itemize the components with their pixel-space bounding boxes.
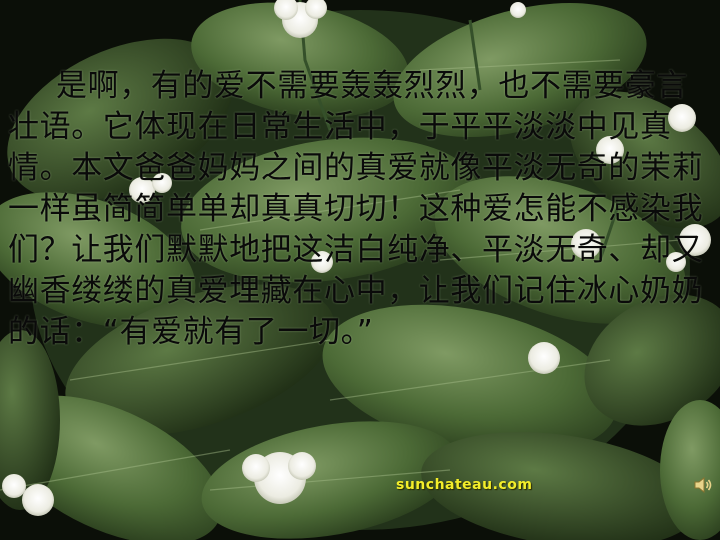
jasmine-flowers bbox=[2, 0, 711, 516]
slide-body-text: 是啊，有的爱不需要轰轰烈烈，也不需要豪言壮语。它体现在日常生活中，于平平淡淡中见… bbox=[8, 68, 704, 350]
watermark-text: sunchateau.com bbox=[396, 477, 533, 493]
speaker-icon[interactable] bbox=[692, 474, 714, 496]
